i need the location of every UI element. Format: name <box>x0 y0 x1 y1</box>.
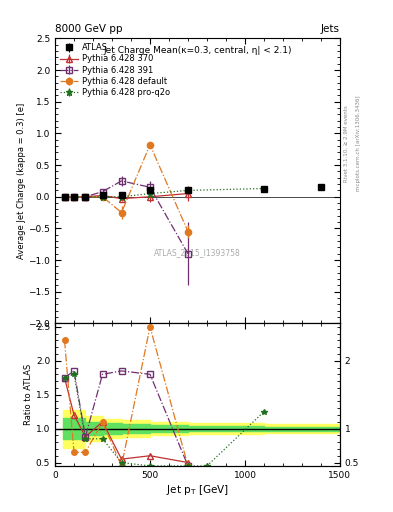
Text: ATLAS_2015_I1393758: ATLAS_2015_I1393758 <box>154 248 241 257</box>
Text: Rivet 3.1.10, ≥ 2.9M events: Rivet 3.1.10, ≥ 2.9M events <box>344 105 349 182</box>
X-axis label: Jet $\mathregular{p_T}$ [GeV]: Jet $\mathregular{p_T}$ [GeV] <box>166 482 229 497</box>
Text: Jets: Jets <box>321 24 340 34</box>
Y-axis label: Average Jet Charge (kappa = 0.3) [e]: Average Jet Charge (kappa = 0.3) [e] <box>17 103 26 259</box>
Text: mcplots.cern.ch [arXiv:1306.3436]: mcplots.cern.ch [arXiv:1306.3436] <box>356 96 361 191</box>
Legend: ATLAS, Pythia 6.428 370, Pythia 6.428 391, Pythia 6.428 default, Pythia 6.428 pr: ATLAS, Pythia 6.428 370, Pythia 6.428 39… <box>57 41 172 99</box>
Text: Jet Charge Mean(κ=0.3, central, η| < 2.1): Jet Charge Mean(κ=0.3, central, η| < 2.1… <box>103 46 292 54</box>
Y-axis label: Ratio to ATLAS: Ratio to ATLAS <box>24 364 33 425</box>
Text: 8000 GeV pp: 8000 GeV pp <box>55 24 123 34</box>
